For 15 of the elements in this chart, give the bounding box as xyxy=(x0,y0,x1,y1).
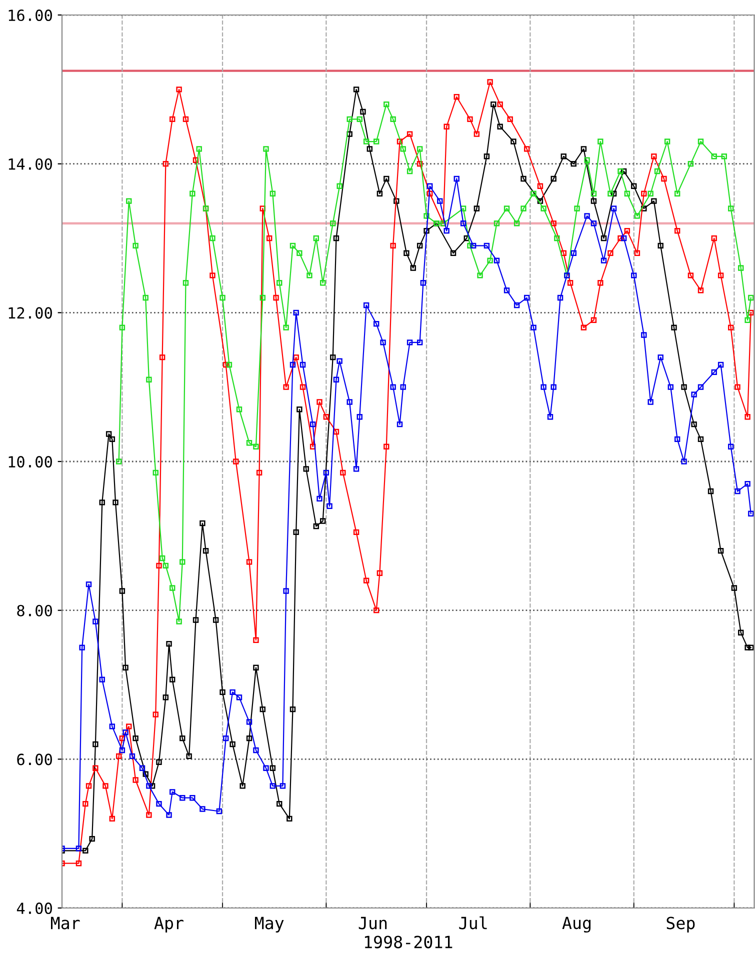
x-tick-label: Apr xyxy=(154,916,184,933)
x-tick-label: Mar xyxy=(50,916,80,930)
y-tick-label: 4.00 xyxy=(16,902,52,914)
y-tick-label: 12.00 xyxy=(8,307,52,319)
x-tick-label: Sep xyxy=(666,916,695,933)
x-tick-label: Jul xyxy=(459,916,487,930)
y-tick-label: 16.00 xyxy=(8,10,52,22)
x-tick-label: May xyxy=(254,916,284,933)
y-tick-label: 8.00 xyxy=(17,604,52,616)
x-tick-label: Jun xyxy=(358,916,387,930)
y-tick-label: 10.00 xyxy=(8,456,52,468)
x-axis-title: 1998-2011 xyxy=(364,936,452,948)
x-tick-label: Aug xyxy=(562,916,590,933)
y-tick-label: 14.00 xyxy=(8,158,52,170)
y-tick-label: 6.00 xyxy=(17,754,52,766)
